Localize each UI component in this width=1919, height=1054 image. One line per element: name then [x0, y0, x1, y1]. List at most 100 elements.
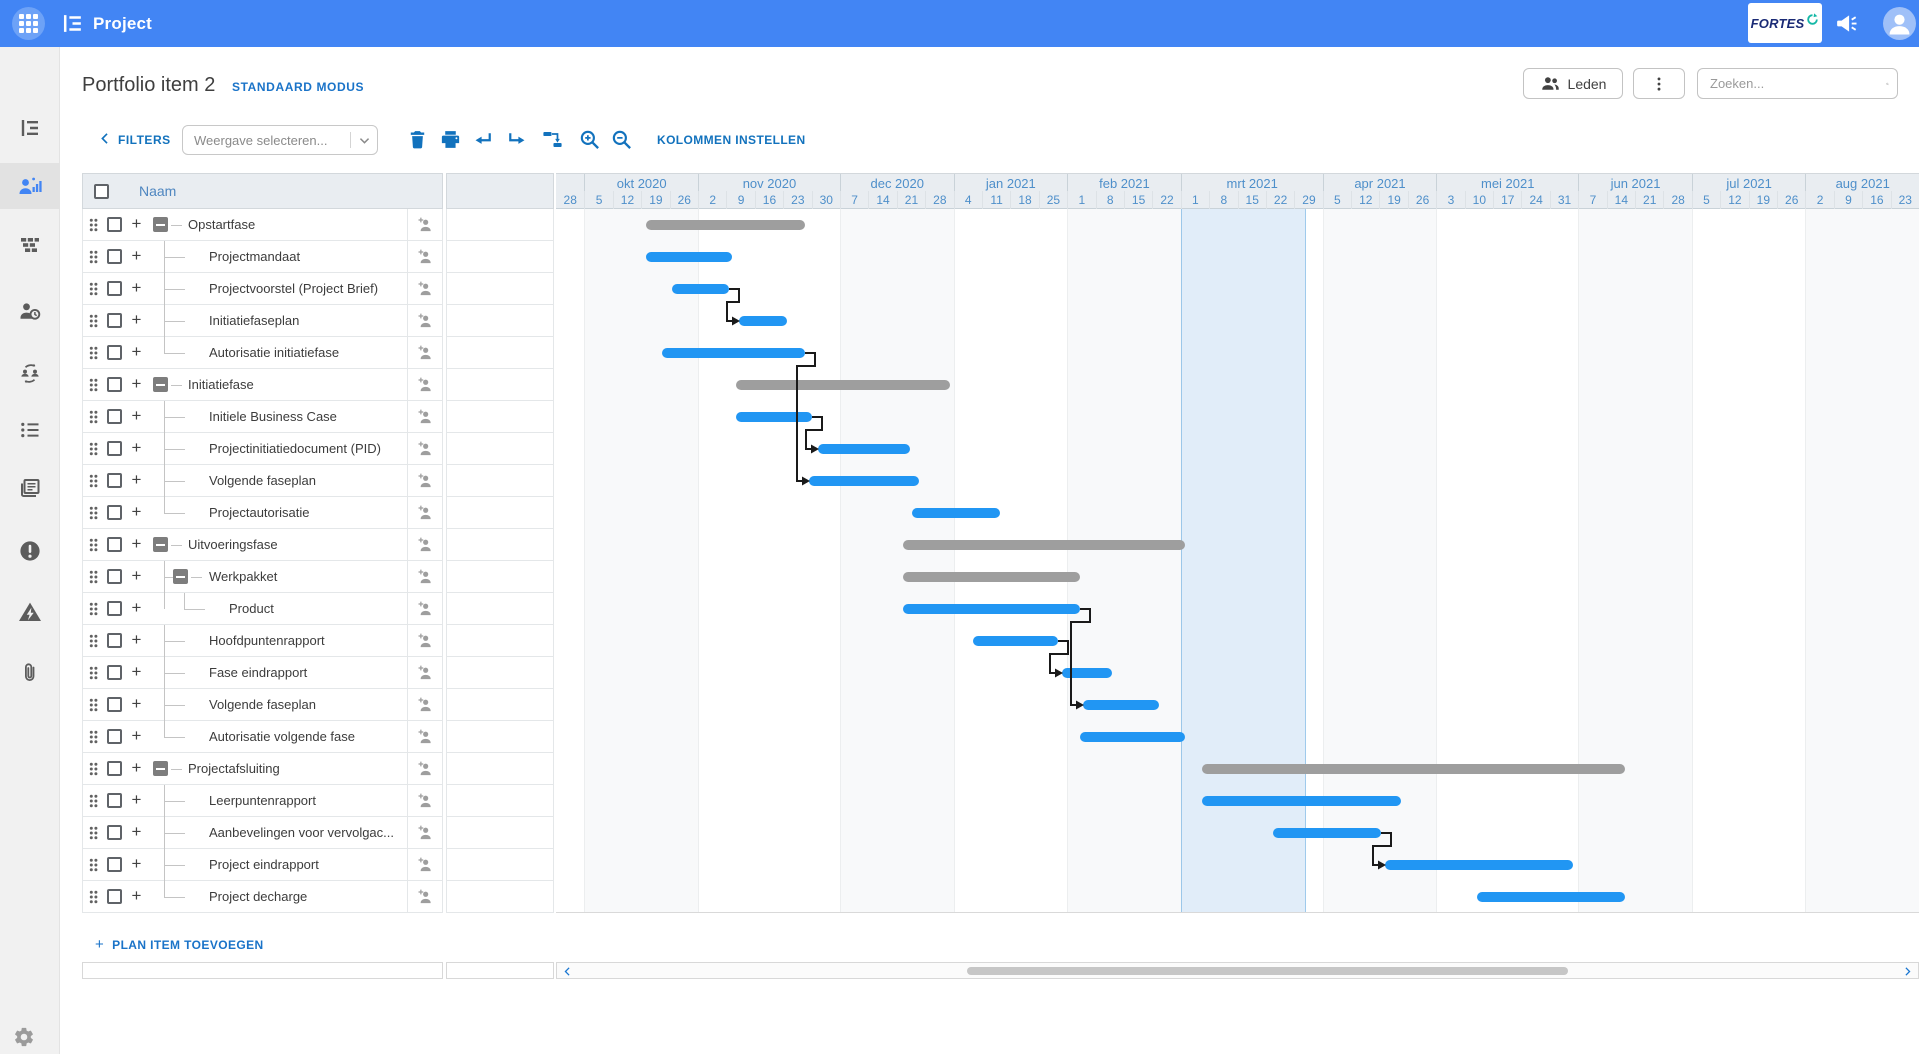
plan-item-label[interactable]: Volgende faseplan [209, 473, 316, 488]
sidebar-item-exclamation-circle[interactable] [0, 528, 60, 574]
plan-item-label[interactable]: Projectinitiatiedocument (PID) [209, 441, 381, 456]
table-scrollbar-track[interactable] [82, 962, 443, 979]
row-add-child-button[interactable]: + [131, 406, 142, 425]
gantt-bar-phase[interactable] [903, 540, 1185, 550]
row-checkbox[interactable] [107, 697, 122, 712]
trash-icon[interactable] [406, 128, 429, 151]
row-add-child-button[interactable]: + [131, 598, 142, 617]
table-scrollbar-track-2[interactable] [446, 962, 554, 979]
plan-item-label[interactable]: Autorisatie initiatiefase [209, 345, 340, 360]
select-all-checkbox[interactable] [94, 183, 109, 199]
row-checkbox[interactable] [107, 537, 122, 552]
row-checkbox[interactable] [107, 633, 122, 648]
gantt-bar-task[interactable] [809, 476, 919, 486]
person-add-icon[interactable] [415, 407, 435, 427]
row-checkbox[interactable] [107, 857, 122, 872]
collapse-toggle[interactable] [153, 537, 168, 552]
row-checkbox[interactable] [107, 825, 122, 840]
row-add-child-button[interactable]: + [131, 566, 142, 585]
drag-handle-icon[interactable] [89, 218, 98, 232]
filters-button[interactable]: FILTERS [118, 133, 171, 147]
drag-handle-icon[interactable] [89, 314, 98, 328]
drag-handle-icon[interactable] [89, 282, 98, 296]
person-add-icon[interactable] [415, 471, 435, 491]
plan-item-label[interactable]: Autorisatie volgende fase [209, 729, 355, 744]
drag-handle-icon[interactable] [89, 666, 98, 680]
search-icon[interactable] [1886, 75, 1889, 93]
gantt-bar-task[interactable] [672, 284, 729, 294]
row-checkbox[interactable] [107, 473, 122, 488]
plan-item-label[interactable]: Product [229, 601, 274, 616]
row-checkbox[interactable] [107, 601, 122, 616]
row-checkbox[interactable] [107, 345, 122, 360]
plan-item-label[interactable]: Projectvoorstel (Project Brief) [209, 281, 379, 296]
sidebar-item-bricks-grid[interactable] [0, 222, 60, 268]
gantt-bar-task[interactable] [912, 508, 1000, 518]
person-add-icon[interactable] [415, 727, 435, 747]
gantt-bar-task[interactable] [1273, 828, 1381, 838]
row-checkbox[interactable] [107, 377, 122, 392]
sidebar-item-paperclip[interactable] [0, 650, 60, 696]
row-checkbox[interactable] [107, 729, 122, 744]
row-add-child-button[interactable]: + [131, 534, 142, 553]
plan-item-label[interactable]: Projectmandaat [209, 249, 301, 264]
gantt-bar-task[interactable] [973, 636, 1058, 646]
gantt-bar-task[interactable] [1202, 796, 1401, 806]
filters-back-chevron-icon[interactable] [98, 130, 112, 147]
row-add-child-button[interactable]: + [131, 662, 142, 681]
outdent-icon[interactable] [472, 128, 495, 151]
view-select-dropdown[interactable]: Weergave selecteren... [182, 125, 378, 155]
plan-item-label[interactable]: Fase eindrapport [209, 665, 308, 680]
sidebar-item-person-clock[interactable] [0, 288, 60, 334]
row-checkbox[interactable] [107, 665, 122, 680]
drag-handle-icon[interactable] [89, 602, 98, 616]
row-add-child-button[interactable]: + [131, 502, 142, 521]
row-add-child-button[interactable]: + [131, 374, 142, 393]
link-bars-icon[interactable] [541, 128, 564, 151]
row-add-child-button[interactable]: + [131, 342, 142, 361]
apps-launcher-button[interactable] [12, 7, 45, 40]
megaphone-icon[interactable] [1834, 11, 1859, 36]
drag-handle-icon[interactable] [89, 378, 98, 392]
person-add-icon[interactable] [415, 663, 435, 683]
gantt-bar-task[interactable] [818, 444, 910, 454]
gantt-bar-task[interactable] [1080, 732, 1185, 742]
drag-handle-icon[interactable] [89, 794, 98, 808]
drag-handle-icon[interactable] [89, 634, 98, 648]
row-checkbox[interactable] [107, 217, 122, 232]
gantt-bar-task[interactable] [739, 316, 787, 326]
row-checkbox[interactable] [107, 249, 122, 264]
person-add-icon[interactable] [415, 247, 435, 267]
row-add-child-button[interactable]: + [131, 214, 142, 233]
row-add-child-button[interactable]: + [131, 470, 142, 489]
plan-item-label[interactable]: Aanbevelingen voor vervolgac... [209, 825, 395, 840]
row-checkbox[interactable] [107, 409, 122, 424]
printer-icon[interactable] [439, 128, 462, 151]
row-checkbox[interactable] [107, 761, 122, 776]
plan-item-label[interactable]: Hoofdpuntenrapport [209, 633, 325, 648]
sidebar-item-newspaper[interactable] [0, 465, 60, 511]
gantt-scrollbar-thumb[interactable] [967, 967, 1568, 975]
row-checkbox[interactable] [107, 313, 122, 328]
row-add-child-button[interactable]: + [131, 310, 142, 329]
row-add-child-button[interactable]: + [131, 694, 142, 713]
person-add-icon[interactable] [415, 887, 435, 907]
row-add-child-button[interactable]: + [131, 886, 142, 905]
person-add-icon[interactable] [415, 311, 435, 331]
drag-handle-icon[interactable] [89, 538, 98, 552]
row-add-child-button[interactable]: + [131, 854, 142, 873]
row-checkbox[interactable] [107, 793, 122, 808]
collapse-toggle[interactable] [153, 377, 168, 392]
add-plan-item-button[interactable]: + PLAN ITEM TOEVOEGEN [95, 936, 264, 953]
person-add-icon[interactable] [415, 855, 435, 875]
plan-item-label[interactable]: Projectafsluiting [188, 761, 280, 776]
person-add-icon[interactable] [415, 215, 435, 235]
row-add-child-button[interactable]: + [131, 726, 142, 745]
person-add-icon[interactable] [415, 599, 435, 619]
drag-handle-icon[interactable] [89, 698, 98, 712]
person-add-icon[interactable] [415, 439, 435, 459]
row-add-child-button[interactable]: + [131, 758, 142, 777]
plan-item-label[interactable]: Initiatiefase [188, 377, 254, 392]
drag-handle-icon[interactable] [89, 442, 98, 456]
person-add-icon[interactable] [415, 695, 435, 715]
